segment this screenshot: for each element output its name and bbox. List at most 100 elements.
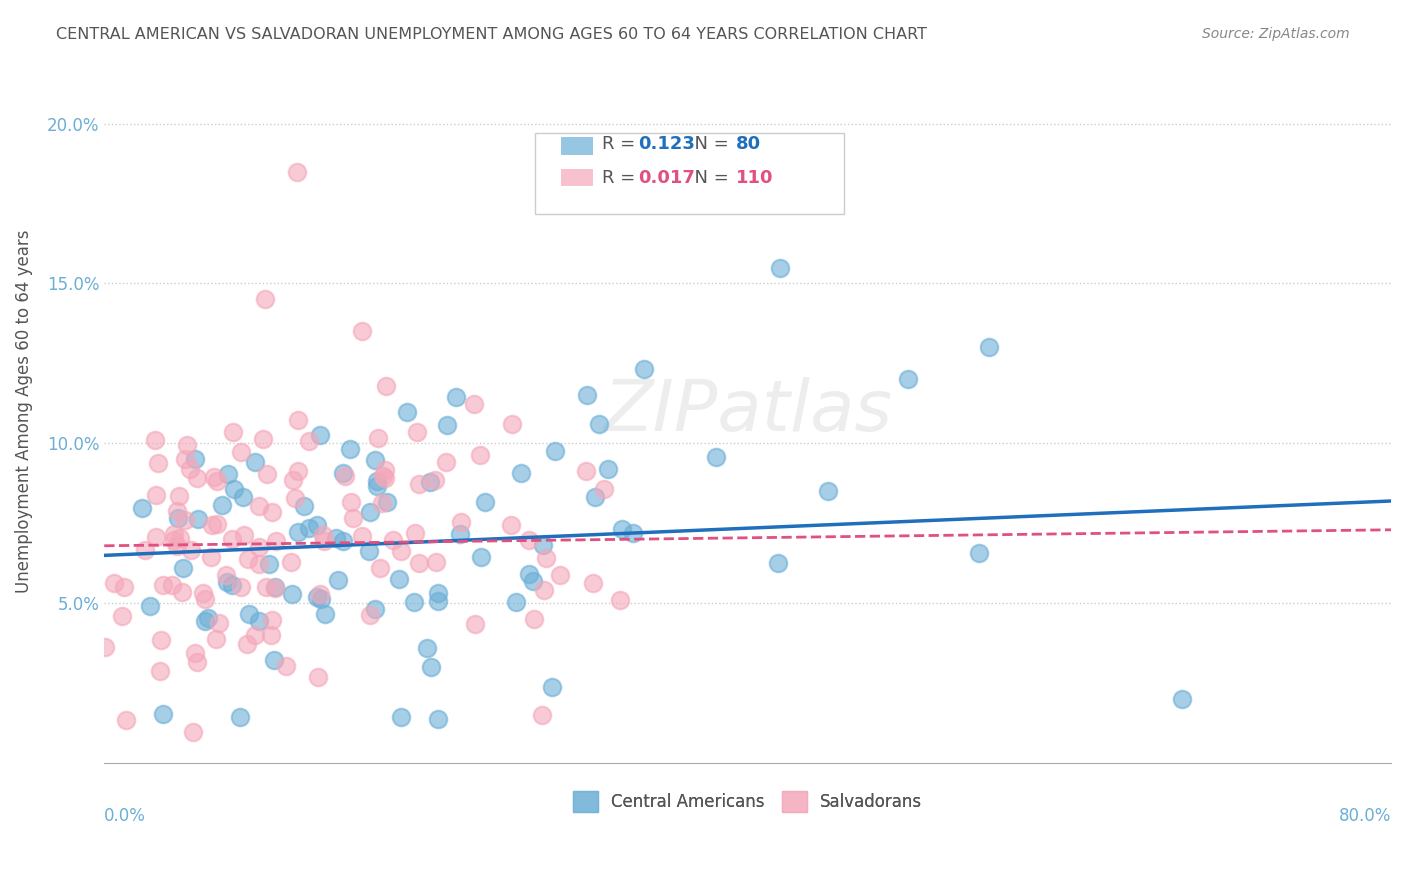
Point (238, 551, 260, 566)
Point (501, 417, 523, 431)
Point (450, 515, 472, 529)
Point (977, 341, 1000, 355)
Point (238, 607, 260, 622)
Point (274, 659, 297, 673)
Point (186, 656, 208, 670)
Point (610, 522, 633, 536)
Point (364, 452, 387, 467)
Point (305, 517, 328, 532)
Point (395, 405, 418, 419)
Point (328, 573, 350, 587)
Point (305, 590, 328, 604)
Point (169, 531, 191, 545)
Point (287, 413, 309, 427)
Point (588, 417, 610, 432)
Y-axis label: Unemployment Among Ages 60 to 64 years: Unemployment Among Ages 60 to 64 years (15, 230, 32, 593)
Point (768, 557, 790, 571)
Point (184, 452, 207, 467)
Point (534, 551, 557, 566)
Point (375, 494, 398, 508)
Point (470, 550, 492, 565)
Point (633, 361, 655, 376)
Point (436, 418, 458, 433)
Point (332, 534, 354, 549)
Point (464, 617, 486, 632)
Text: 0.017: 0.017 (638, 169, 695, 186)
Point (235, 637, 257, 651)
Point (180, 543, 202, 558)
Point (359, 543, 381, 558)
Point (332, 466, 354, 480)
Point (468, 448, 491, 462)
Point (143, 433, 166, 447)
Point (146, 456, 169, 470)
Text: 110: 110 (737, 169, 773, 186)
Point (368, 560, 391, 574)
Point (389, 710, 412, 724)
Point (382, 533, 405, 548)
Point (179, 462, 201, 476)
Point (254, 581, 277, 595)
Point (408, 477, 430, 491)
Point (314, 607, 336, 621)
Point (232, 490, 254, 504)
Point (969, 546, 991, 560)
FancyBboxPatch shape (536, 134, 844, 214)
Point (374, 471, 396, 485)
Point (249, 557, 271, 571)
Point (420, 660, 443, 674)
Point (247, 614, 270, 628)
Point (252, 432, 274, 446)
Point (232, 528, 254, 542)
Point (449, 526, 471, 541)
Point (134, 542, 156, 557)
Point (245, 455, 267, 469)
Point (408, 556, 430, 570)
Point (425, 555, 447, 569)
Point (389, 544, 412, 558)
Point (145, 530, 167, 544)
Text: N =: N = (683, 169, 735, 186)
Point (366, 478, 388, 492)
Point (181, 725, 204, 739)
Point (370, 495, 392, 509)
Point (373, 463, 395, 477)
Point (309, 428, 332, 442)
Point (307, 670, 329, 684)
Point (186, 471, 208, 485)
Point (531, 707, 554, 722)
Point (263, 653, 285, 667)
Point (201, 518, 224, 533)
Point (115, 713, 138, 727)
Text: R =: R = (602, 135, 641, 153)
Text: CENTRAL AMERICAN VS SALVADORAN UNEMPLOYMENT AMONG AGES 60 TO 64 YEARS CORRELATIO: CENTRAL AMERICAN VS SALVADORAN UNEMPLOYM… (56, 27, 927, 42)
Point (287, 464, 309, 478)
Point (172, 561, 194, 575)
Point (285, 164, 308, 178)
Point (309, 587, 332, 601)
Point (284, 491, 307, 506)
Point (523, 612, 546, 626)
Point (309, 591, 332, 606)
Point (366, 475, 388, 489)
Point (287, 525, 309, 540)
Point (184, 646, 207, 660)
Point (131, 500, 153, 515)
Point (531, 538, 554, 552)
Point (191, 586, 214, 600)
Point (208, 615, 231, 630)
Point (160, 577, 183, 591)
Point (427, 586, 450, 600)
Point (463, 397, 485, 411)
Point (609, 592, 631, 607)
Point (103, 575, 125, 590)
Point (264, 580, 287, 594)
Point (170, 585, 193, 599)
Point (145, 488, 167, 502)
Text: 0.0%: 0.0% (104, 807, 146, 825)
Point (367, 431, 389, 445)
Point (298, 521, 321, 535)
Point (817, 484, 839, 499)
Point (114, 580, 136, 594)
Point (260, 505, 283, 519)
